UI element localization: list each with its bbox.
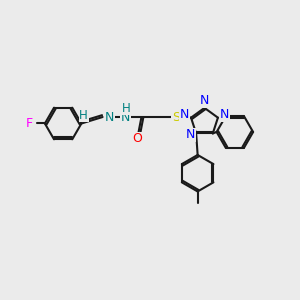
Text: N: N bbox=[200, 94, 209, 107]
Text: H: H bbox=[122, 102, 130, 115]
Text: N: N bbox=[105, 110, 114, 124]
Text: N: N bbox=[186, 128, 195, 141]
Text: N: N bbox=[121, 110, 130, 124]
Text: N: N bbox=[180, 108, 189, 121]
Text: H: H bbox=[80, 109, 88, 122]
Text: N: N bbox=[220, 108, 229, 121]
Text: S: S bbox=[172, 110, 180, 124]
Text: F: F bbox=[26, 117, 33, 130]
Text: O: O bbox=[132, 132, 142, 145]
